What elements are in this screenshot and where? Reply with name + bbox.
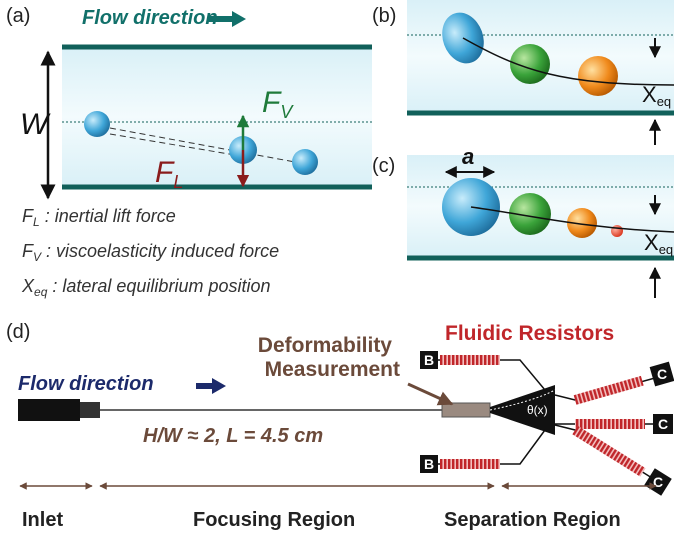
- particle: [567, 208, 597, 238]
- xeq-label: Xeq: [642, 82, 671, 109]
- particle: [84, 111, 110, 137]
- particle: [510, 44, 550, 84]
- resistor: [572, 425, 646, 477]
- width-symbol: W: [20, 108, 51, 141]
- path: [109, 133, 236, 156]
- particle: [578, 56, 618, 96]
- panel-label: (a): [6, 5, 30, 27]
- angle-label: θ(x): [527, 403, 548, 417]
- region-label: Inlet: [22, 509, 63, 531]
- trajectory: [462, 37, 674, 86]
- region-label: Focusing Region: [193, 509, 355, 531]
- panel-label: (b): [372, 5, 396, 27]
- particle: [292, 149, 318, 175]
- channel: [438, 429, 546, 465]
- size-symbol: a: [462, 144, 474, 169]
- dimensions: H/W ≈ 2, L = 4.5 cm: [143, 425, 323, 447]
- pointer-arrow: [407, 382, 454, 406]
- particle: [509, 193, 551, 235]
- resistor: [575, 419, 645, 429]
- panel-label: (c): [372, 155, 395, 177]
- outlet-label: C: [653, 474, 663, 490]
- legend-entry: FL : inertial lift force: [22, 206, 176, 229]
- outlet: [420, 351, 438, 369]
- resistor: [440, 459, 500, 469]
- legend-entry: Xeq : lateral equilibrium position: [21, 276, 271, 299]
- trajectory: [470, 206, 674, 233]
- resistor: [440, 355, 500, 365]
- flow-label: Flow direction: [82, 7, 218, 29]
- path: [109, 127, 296, 163]
- inlet: [18, 399, 80, 421]
- outlet: [420, 455, 438, 473]
- channel: [62, 47, 372, 187]
- legend: FL : inertial lift force FV : viscoelast…: [21, 206, 279, 299]
- xeq-label: Xeq: [644, 230, 673, 257]
- flow-label: Flow direction: [18, 373, 154, 395]
- angle-line: [489, 389, 556, 411]
- region-label: Separation Region: [444, 509, 621, 531]
- fl-label: FL: [155, 156, 183, 192]
- flow-arrow: [196, 378, 226, 394]
- measurement-label: Measurement: [265, 358, 400, 381]
- measurement-label: Deformability: [258, 334, 393, 357]
- outlet: [653, 414, 673, 434]
- outlet-label: C: [658, 416, 668, 432]
- outlet-label: B: [424, 352, 434, 368]
- resistor: [573, 375, 644, 405]
- inlet: [80, 402, 100, 418]
- outlet: [649, 361, 674, 387]
- outlet-label: C: [657, 366, 667, 382]
- resistors-label: Fluidic Resistors: [445, 322, 614, 345]
- measurement-zone: [441, 402, 491, 418]
- fv-label: FV: [262, 86, 294, 122]
- panel-label: (d): [6, 321, 30, 343]
- legend-entry: FV : viscoelasticity induced force: [22, 241, 279, 264]
- outlet-label: B: [424, 456, 434, 472]
- flow-arrow: [208, 11, 246, 27]
- particle: [611, 225, 623, 237]
- junction: [490, 385, 555, 435]
